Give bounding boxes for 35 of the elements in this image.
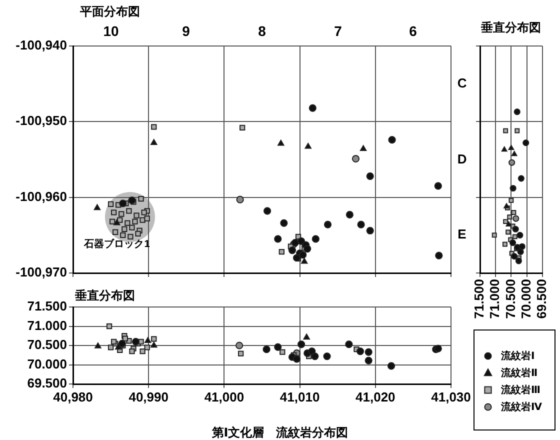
legend-label: 流紋岩Ⅳ — [500, 400, 542, 413]
text: 8 — [258, 22, 266, 39]
x-tick-label: 41,020 — [356, 389, 396, 404]
text: E — [458, 226, 467, 242]
x-tick-label: 40,980 — [53, 389, 93, 404]
y-tick-label: -100,940 — [16, 38, 67, 53]
x-tick-label: 70.000 — [518, 279, 534, 319]
legend-label: 流紋岩Ⅱ — [500, 366, 538, 379]
text: 9 — [182, 22, 190, 39]
y-tick-label: -100,960 — [16, 188, 67, 204]
x-tick-label: 70.500 — [502, 279, 518, 319]
text: D — [457, 152, 467, 167]
x-tick-label: 71.000 — [487, 279, 502, 319]
text: C — [457, 76, 468, 91]
chart-title: 平面分布図 — [79, 4, 140, 18]
text: 10 — [103, 22, 119, 39]
x-tick-label: 41,010 — [280, 389, 320, 404]
x-tick-label: 40,990 — [128, 389, 168, 404]
chart-title: 垂直分布図 — [74, 288, 135, 302]
text: 7 — [334, 22, 342, 39]
legend-label: 流紋岩Ⅲ — [500, 384, 540, 396]
y-tick-label: 71.000 — [27, 318, 67, 333]
x-tick-label: 71.500 — [472, 279, 487, 319]
x-tick-label: 69.500 — [534, 279, 549, 319]
x-tick-label: 41,030 — [431, 389, 471, 404]
y-tick-label: -100,970 — [16, 264, 67, 280]
x-tick-label: 41,000 — [204, 389, 244, 404]
y-tick-label: 70.000 — [27, 356, 67, 372]
y-tick-label: 70.500 — [27, 337, 67, 352]
text: 第Ⅰ文化層 流紋岩分布図 — [210, 425, 348, 440]
y-tick-label: 69.500 — [27, 376, 67, 391]
chart-title: 垂直分布図 — [480, 20, 542, 34]
text: 6 — [409, 22, 418, 39]
y-tick-label: -100,950 — [16, 113, 67, 128]
legend-label: 流紋岩Ⅰ — [500, 350, 535, 362]
